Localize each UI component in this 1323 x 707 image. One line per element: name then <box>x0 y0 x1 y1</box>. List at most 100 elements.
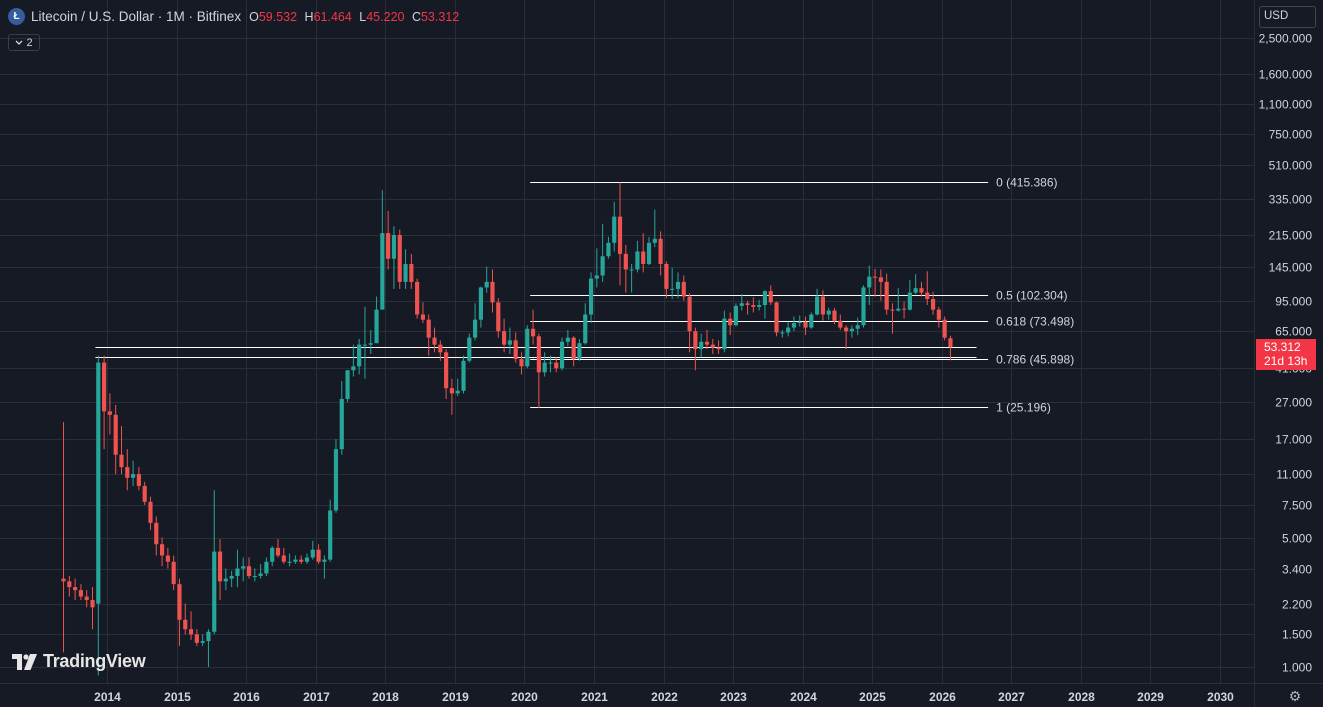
chart-header: Ł Litecoin / U.S. Dollar · 1M · Bitfinex… <box>8 8 463 25</box>
candle-body <box>455 390 460 394</box>
candle-body <box>119 454 124 468</box>
candle-body <box>745 303 750 306</box>
candle-body <box>467 337 472 361</box>
candle-body <box>67 581 72 588</box>
candle-body <box>565 337 570 342</box>
candle-body <box>594 275 599 279</box>
fib-level-label: 0 (415.386) <box>996 176 1057 190</box>
symbol-title[interactable]: Litecoin / U.S. Dollar · 1M · Bitfinex <box>31 9 242 24</box>
candle-body <box>206 631 211 642</box>
candle-body <box>235 568 240 576</box>
candle-body <box>658 238 663 264</box>
last-price: 53.312 <box>1264 340 1301 354</box>
time-axis-tick-label: 2028 <box>1068 690 1095 704</box>
price-axis-tick-label: 1.000 <box>1282 661 1312 675</box>
candle-body <box>281 555 286 562</box>
candle-body <box>333 449 339 511</box>
tradingview-logo[interactable]: TradingView <box>12 651 146 672</box>
candle-body <box>275 547 281 556</box>
candle-body <box>171 561 176 585</box>
time-axis-tick-label: 2016 <box>233 690 260 704</box>
ohlc-values: O59.532 H61.464 L45.220 C53.312 <box>249 10 463 24</box>
price-axis-tick-label: 95.000 <box>1275 295 1312 309</box>
candle-body <box>878 277 883 282</box>
candle-body <box>728 318 733 326</box>
candle-body <box>791 322 797 328</box>
price-axis-tick-label: 11.000 <box>1276 468 1312 482</box>
candle-body <box>838 320 843 328</box>
candle-body <box>762 291 768 306</box>
candle-body <box>623 253 628 270</box>
candle-body <box>136 474 141 486</box>
candle-body <box>664 263 669 289</box>
candle-body <box>304 557 310 562</box>
price-axis-tick-label: 3.400 <box>1282 563 1312 577</box>
candle-body <box>246 566 252 576</box>
candle-body <box>328 510 333 560</box>
candle-body <box>478 287 483 320</box>
candle-body <box>391 234 397 259</box>
time-axis-tick-label: 2017 <box>303 690 330 704</box>
candle-body <box>699 341 704 350</box>
candle-body <box>200 641 205 643</box>
price-axis-tick-label: 335.000 <box>1269 193 1313 207</box>
price-axis-tick-label: 510.000 <box>1269 159 1313 173</box>
currency-selector[interactable]: USD <box>1259 6 1316 28</box>
price-axis-tick-label: 145.000 <box>1269 261 1313 275</box>
candle-body <box>177 584 182 620</box>
indicators-toggle-button[interactable]: 2 <box>8 34 40 51</box>
time-axis-tick-label: 2026 <box>929 690 956 704</box>
candle-body <box>212 551 217 632</box>
candle-body <box>73 587 78 591</box>
candle-body <box>907 292 912 310</box>
candlestick-series <box>61 182 953 676</box>
candle-body <box>264 561 269 574</box>
low-label: L <box>359 9 367 24</box>
candle-body <box>501 331 507 345</box>
candle-body <box>641 251 646 264</box>
candle-body <box>896 308 901 311</box>
candle-body <box>310 549 315 558</box>
horizontal-lines[interactable] <box>95 347 977 358</box>
candle-body <box>287 561 292 563</box>
candle-body <box>496 302 501 332</box>
candle-body <box>322 559 327 562</box>
candle-body <box>316 549 321 562</box>
price-axis-tick-label: 1,100.000 <box>1259 98 1313 112</box>
time-axis-tick-label: 2018 <box>372 690 399 704</box>
time-axis[interactable]: 2014 2015 2016 2017 2018 2019 2020 2021 2022 2023… <box>94 690 1234 704</box>
candle-body <box>78 590 84 597</box>
candle-body <box>867 276 872 288</box>
price-axis[interactable]: 1.000 1.500 2.200 3.400 5.000 7.500 11.000 17.0… <box>1259 32 1313 675</box>
tradingview-logo-text: TradingView <box>43 651 146 671</box>
candle-body <box>148 501 153 523</box>
candle-body <box>368 343 373 345</box>
open-value: 59.532 <box>258 9 298 24</box>
tradingview-logo-icon <box>12 653 37 670</box>
candle-body <box>536 336 541 373</box>
candle-body <box>339 398 344 450</box>
candle-body <box>780 332 785 334</box>
time-axis-tick-label: 2022 <box>651 690 678 704</box>
candle-body <box>345 370 350 399</box>
gear-icon[interactable]: ⚙ <box>1288 688 1302 704</box>
candle-body <box>901 308 907 310</box>
candle-body <box>925 292 930 300</box>
candle-body <box>519 359 524 367</box>
fib-retracement[interactable]: 0 (415.386) 0.5 (102.304) 0.618 (73.498) 0.… <box>530 176 1074 415</box>
open-label: O <box>249 9 259 24</box>
candle-body <box>299 559 304 562</box>
price-axis-tick-label: 27.000 <box>1275 396 1312 410</box>
candle-body <box>554 362 559 369</box>
candle-body <box>241 566 246 569</box>
candle-body <box>159 544 165 556</box>
time-axis-tick-label: 2019 <box>442 690 469 704</box>
candle-body <box>652 238 657 243</box>
candle-body <box>797 321 802 323</box>
candle-body <box>635 251 640 270</box>
candle-body <box>826 310 831 315</box>
candle-body <box>733 305 739 326</box>
candle-body <box>890 309 895 311</box>
price-axis-tick-label: 1,600.000 <box>1259 68 1313 82</box>
